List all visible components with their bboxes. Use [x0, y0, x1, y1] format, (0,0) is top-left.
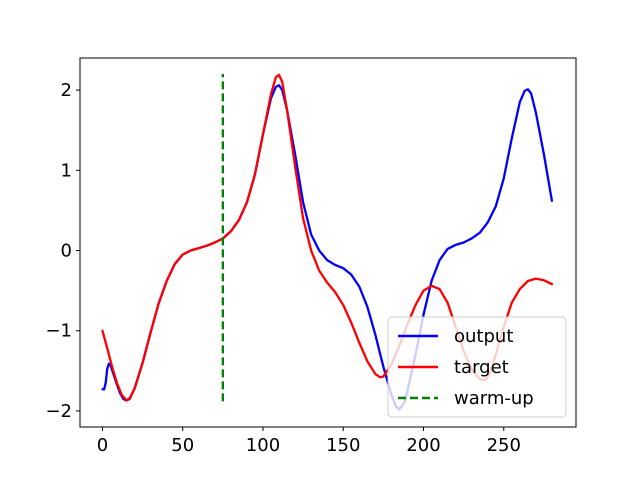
x-tick-label: 250: [487, 435, 521, 456]
plot-frame: [79, 57, 577, 428]
legend-label-target: target: [454, 357, 509, 378]
legend: output target warm-up: [387, 316, 567, 418]
legend-label-warm-up: warm-up: [454, 388, 534, 409]
y-tick-label: −2: [45, 401, 72, 422]
x-axis: 0 50 100 150 200 250: [97, 427, 521, 456]
x-tick-label: 0: [97, 435, 108, 456]
y-axis: −2 −1 0 1 2: [45, 80, 80, 422]
y-tick-label: −1: [45, 321, 72, 342]
x-tick-label: 50: [171, 435, 194, 456]
x-tick-label: 150: [326, 435, 360, 456]
legend-label-output: output: [454, 326, 513, 347]
y-tick-label: 2: [61, 80, 72, 101]
y-tick-label: 0: [61, 241, 72, 262]
y-tick-label: 1: [61, 160, 72, 181]
legend-box: [387, 316, 567, 418]
x-tick-label: 200: [406, 435, 440, 456]
x-tick-label: 100: [246, 435, 280, 456]
